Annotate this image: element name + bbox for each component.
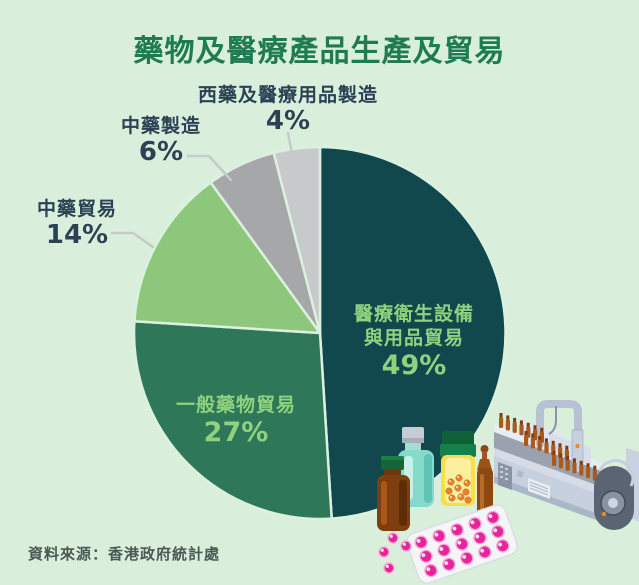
slice-label-percent: 27% — [203, 417, 269, 448]
pie-slice-3 — [133, 181, 322, 335]
leader-line-6pct — [186, 154, 233, 182]
loose-pills-icon — [378, 532, 412, 574]
slice-label-name: 西藥及醫療用品製造 — [197, 84, 378, 106]
slice-label-chinese-medicine-manufacturing: 中藥製造 6% — [61, 114, 261, 166]
slice-label-name: 中藥製造 — [120, 115, 201, 137]
slice-label-percent: 6% — [138, 137, 184, 167]
slice-label-percent: 4% — [265, 106, 311, 136]
conveyor-machine-icon — [494, 400, 639, 530]
slice-label-chinese-medicine-trade: 中藥貿易 14% — [0, 197, 177, 249]
slice-label-name: 中藥貿易 — [36, 198, 117, 220]
slice-label-percent: 14% — [45, 220, 109, 250]
page-title: 藥物及醫療產品生產及貿易 — [133, 34, 506, 69]
pie-slice-5 — [272, 145, 322, 335]
ampoule-rows — [499, 413, 597, 481]
slice-label-western-medicine-manufacturing: 西藥及醫療用品製造 4% — [158, 83, 418, 135]
pie-slice-2 — [132, 320, 333, 521]
leader-line-4pct — [286, 131, 295, 161]
slice-label-name-line2: 與用品貿易 — [363, 327, 464, 349]
slice-label-name: 一般藥物貿易 — [175, 394, 296, 416]
blister-pills — [414, 510, 510, 578]
vial-icon — [398, 427, 434, 507]
source-note: 資料來源：香港政府統計處 — [28, 545, 221, 563]
pill-jar-icon — [440, 431, 476, 506]
slice-label-general-drugs-trade: 一般藥物貿易 27% — [136, 393, 336, 447]
medicine-bottle-icon — [377, 456, 410, 531]
leader-line-14pct — [110, 231, 155, 249]
slice-label-percent: 49% — [381, 350, 447, 381]
pie-slices-group — [132, 145, 507, 521]
blister-pack-icon — [406, 504, 518, 584]
slice-label-medical-equipment-trade: 醫療衛生設備 與用品貿易 49% — [314, 302, 514, 380]
slice-label-name-line1: 醫療衛生設備 — [353, 303, 474, 325]
